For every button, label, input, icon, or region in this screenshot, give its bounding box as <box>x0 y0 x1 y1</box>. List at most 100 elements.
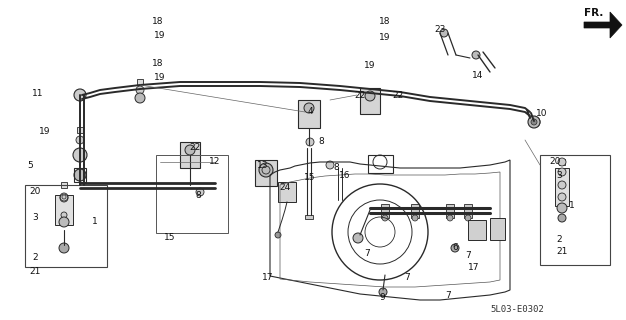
Text: 18: 18 <box>152 18 164 27</box>
Text: 19: 19 <box>379 34 391 43</box>
Circle shape <box>306 138 314 146</box>
Bar <box>555 168 569 206</box>
Text: FR.: FR. <box>584 8 603 18</box>
Text: 8: 8 <box>318 138 324 147</box>
Text: 7: 7 <box>445 292 451 300</box>
Circle shape <box>59 217 69 227</box>
Bar <box>55 195 73 225</box>
Text: 3: 3 <box>556 171 562 180</box>
Bar <box>255 160 277 186</box>
Polygon shape <box>584 12 622 38</box>
Text: 15: 15 <box>164 234 176 243</box>
Circle shape <box>528 116 540 128</box>
Bar <box>278 182 296 202</box>
Text: 20: 20 <box>29 188 41 196</box>
Bar <box>381 204 389 218</box>
Text: 23: 23 <box>434 26 446 35</box>
Circle shape <box>326 161 334 169</box>
Text: 19: 19 <box>154 74 166 83</box>
Text: 20: 20 <box>549 157 561 166</box>
Circle shape <box>465 215 471 221</box>
Circle shape <box>530 117 540 127</box>
Bar <box>305 215 313 219</box>
Text: 7: 7 <box>465 251 471 260</box>
Text: 7: 7 <box>404 274 410 283</box>
Circle shape <box>447 215 453 221</box>
Bar <box>180 142 200 168</box>
Text: 19: 19 <box>364 60 376 69</box>
Circle shape <box>557 203 567 213</box>
Bar <box>368 155 393 173</box>
Circle shape <box>61 212 67 218</box>
Circle shape <box>196 188 204 196</box>
Text: 13: 13 <box>257 161 269 170</box>
Circle shape <box>451 244 459 252</box>
Circle shape <box>558 168 566 176</box>
Circle shape <box>472 51 480 59</box>
Circle shape <box>275 232 281 238</box>
Text: 2: 2 <box>556 236 562 244</box>
Bar <box>360 88 380 114</box>
Bar <box>468 220 486 240</box>
Circle shape <box>136 86 144 94</box>
Bar <box>137 79 143 85</box>
Text: 2: 2 <box>32 253 38 262</box>
Text: 19: 19 <box>154 31 166 41</box>
Bar <box>540 155 610 265</box>
Circle shape <box>76 136 84 144</box>
Circle shape <box>531 119 537 125</box>
Bar <box>559 159 565 165</box>
Circle shape <box>412 215 418 221</box>
Text: 9: 9 <box>379 292 385 301</box>
Bar <box>77 127 83 133</box>
Text: 21: 21 <box>29 268 41 276</box>
Text: 6: 6 <box>452 244 458 252</box>
Circle shape <box>558 214 566 222</box>
Bar <box>411 204 419 218</box>
Text: 19: 19 <box>39 127 51 137</box>
Text: 22: 22 <box>354 91 366 100</box>
Circle shape <box>304 103 314 113</box>
Circle shape <box>135 93 145 103</box>
Circle shape <box>353 233 363 243</box>
Text: 22: 22 <box>393 91 404 100</box>
Circle shape <box>558 181 566 189</box>
Text: 5L03-E0302: 5L03-E0302 <box>490 305 544 314</box>
Text: 15: 15 <box>304 173 316 182</box>
Circle shape <box>73 148 87 162</box>
Text: 12: 12 <box>209 157 221 166</box>
Bar <box>25 185 107 267</box>
Text: 1: 1 <box>569 201 575 210</box>
Bar <box>446 204 454 218</box>
Circle shape <box>558 158 566 166</box>
Text: 5: 5 <box>27 162 33 171</box>
Text: 18: 18 <box>379 18 391 27</box>
Text: 14: 14 <box>472 70 484 79</box>
Text: 21: 21 <box>557 247 568 257</box>
Bar <box>61 182 67 188</box>
Circle shape <box>60 194 68 202</box>
Text: 3: 3 <box>32 213 38 222</box>
Circle shape <box>74 89 86 101</box>
Circle shape <box>59 243 69 253</box>
Text: 18: 18 <box>152 59 164 68</box>
Circle shape <box>558 193 566 201</box>
Circle shape <box>440 29 448 37</box>
Bar <box>464 204 472 218</box>
Text: 10: 10 <box>536 108 548 117</box>
Text: 11: 11 <box>33 89 44 98</box>
Text: 8: 8 <box>195 190 201 199</box>
Text: 22: 22 <box>190 143 200 153</box>
Text: 17: 17 <box>262 274 274 283</box>
Text: 8: 8 <box>333 164 339 172</box>
Circle shape <box>185 145 195 155</box>
Text: 24: 24 <box>279 183 290 193</box>
Bar <box>490 218 505 240</box>
Circle shape <box>382 215 388 221</box>
Bar <box>298 100 320 128</box>
Text: 16: 16 <box>339 171 351 180</box>
Circle shape <box>365 91 375 101</box>
Circle shape <box>74 169 86 181</box>
Text: 1: 1 <box>92 218 98 227</box>
Bar <box>74 168 86 182</box>
